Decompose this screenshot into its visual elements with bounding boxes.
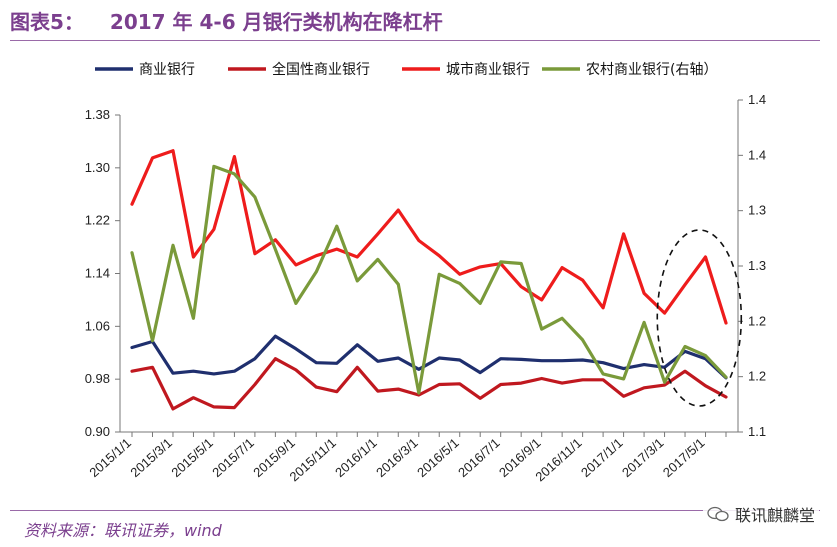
title-divider	[10, 40, 820, 41]
source-divider	[10, 510, 820, 511]
x-tick-label: 2015/3/1	[127, 435, 175, 480]
x-tick-label: 2015/1/1	[86, 435, 134, 480]
legend-label: 商业银行	[139, 62, 195, 78]
x-tick-label: 2017/5/1	[660, 435, 708, 480]
x-tick-label: 2016/5/1	[414, 435, 462, 480]
x-tick-label: 2016/1/1	[332, 435, 380, 480]
y-tick-label: 1.38	[85, 107, 110, 122]
watermark-text: 联讯麒麟堂	[734, 506, 815, 525]
x-tick-label: 2016/7/1	[455, 435, 503, 480]
legend-label: 农村商业银行(右轴）	[586, 62, 717, 78]
x-tick-label: 2015/7/1	[209, 435, 257, 480]
y-tick-label: 1.06	[85, 318, 110, 333]
x-tick-label: 2015/5/1	[168, 435, 216, 480]
y-tick-label: 1.22	[85, 213, 110, 228]
figure-title: 图表5： 2017 年 4-6 月银行类机构在降杠杆	[10, 6, 443, 35]
figure-label: 图表5：	[10, 10, 84, 34]
x-tick-label: 2016/3/1	[373, 435, 421, 480]
highlight-ellipse	[656, 229, 743, 407]
line-chart: 0.90 0.98 1.06 1.14 1.22 1.30 1.38 1.1 1.2 1.2 1.3…	[85, 61, 766, 484]
y2-tick-label: 1.4	[748, 92, 766, 107]
y2-tick-label: 1.1	[748, 424, 766, 439]
legend-label: 全国性商业银行	[272, 61, 370, 78]
y2-tick-label: 1.2	[748, 313, 766, 328]
y2-tick-label: 1.2	[748, 369, 766, 384]
figure-title-text: 2017 年 4-6 月银行类机构在降杠杆	[109, 10, 443, 34]
y-tick-label: 1.30	[85, 160, 110, 175]
series-line	[130, 149, 728, 325]
series-line	[130, 164, 728, 395]
y2-tick-label: 1.3	[748, 258, 766, 273]
y-tick-label: 1.14	[85, 266, 110, 281]
series-line	[130, 357, 728, 411]
wechat-icon	[707, 506, 729, 522]
y2-tick-label: 1.4	[748, 147, 766, 162]
x-tick-label: 2017/1/1	[578, 435, 626, 480]
legend-label: 城市商业银行	[446, 61, 530, 78]
watermark: 联讯麒麟堂	[702, 500, 819, 528]
x-tick-label: 2017/3/1	[619, 435, 667, 480]
source-note: 资料来源：联讯证券，wind	[24, 521, 222, 540]
y-tick-label: 0.98	[85, 371, 110, 386]
y-tick-label: 0.90	[85, 424, 110, 439]
y2-tick-label: 1.3	[748, 203, 766, 218]
